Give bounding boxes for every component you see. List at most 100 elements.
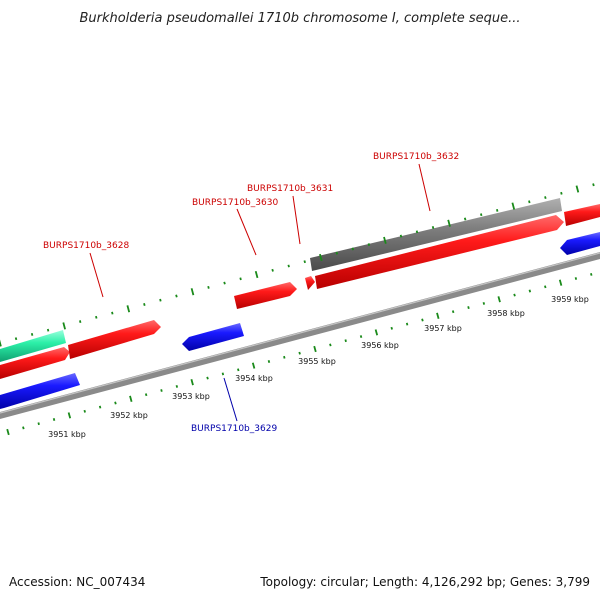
tick-mark bbox=[344, 339, 347, 343]
tick-mark bbox=[144, 393, 148, 397]
gene-labels: BURPS1710b_3628 BURPS1710b_3630 BURPS171… bbox=[43, 152, 459, 434]
tick-mark bbox=[480, 213, 483, 217]
ruler-label: 3954 kbp bbox=[235, 374, 273, 383]
ruler-label: 3953 kbp bbox=[172, 392, 210, 401]
tick-mark bbox=[251, 362, 256, 369]
tick-mark bbox=[496, 208, 499, 212]
tick-mark bbox=[190, 288, 195, 296]
gene-label[interactable]: BURPS1710b_3632 bbox=[373, 152, 459, 162]
tick-mark bbox=[590, 272, 593, 276]
reverse-gene-arrow bbox=[182, 323, 244, 351]
leader-line bbox=[236, 208, 257, 256]
tick-mark bbox=[111, 311, 114, 315]
ruler-label: 3959 kbp bbox=[551, 295, 589, 304]
tick-mark bbox=[544, 196, 547, 200]
forward-gene-arrow bbox=[234, 282, 297, 309]
tick-mark bbox=[463, 217, 467, 221]
forward-gene-arrow bbox=[315, 215, 564, 289]
tick-mark bbox=[560, 191, 563, 195]
tick-mark bbox=[513, 293, 516, 297]
tick-mark bbox=[383, 236, 387, 244]
backbone-highlight bbox=[0, 252, 600, 414]
tick-mark bbox=[14, 337, 18, 341]
tick-mark bbox=[359, 335, 363, 339]
tick-mark bbox=[451, 310, 455, 314]
ruler-label: 3952 kbp bbox=[110, 411, 148, 420]
leader-line bbox=[89, 252, 104, 298]
tick-mark bbox=[98, 405, 102, 409]
tick-mark bbox=[254, 270, 259, 279]
gene-label[interactable]: BURPS1710b_3629 bbox=[191, 424, 277, 434]
tick-mark bbox=[223, 281, 226, 285]
tick-mark bbox=[436, 312, 440, 319]
tick-mark bbox=[528, 200, 531, 204]
tick-mark bbox=[431, 226, 435, 229]
gene-label[interactable]: BURPS1710b_3628 bbox=[43, 241, 129, 251]
tick-mark bbox=[390, 326, 393, 330]
tick-mark bbox=[405, 322, 409, 326]
tick-mark bbox=[0, 339, 2, 347]
tick-mark bbox=[399, 234, 403, 238]
teal-track bbox=[0, 330, 66, 362]
tick-mark bbox=[287, 264, 290, 268]
leader-line bbox=[223, 377, 238, 422]
ruler-labels: 3951 kbp 3952 kbp 3953 kbp 3954 kbp 3955… bbox=[48, 295, 589, 439]
gene-label-leaders bbox=[89, 163, 431, 422]
tick-mark bbox=[335, 251, 339, 255]
outer-tick-row bbox=[0, 183, 595, 347]
tick-mark bbox=[62, 322, 66, 330]
tick-mark bbox=[511, 202, 516, 210]
tick-mark bbox=[190, 379, 194, 386]
tick-mark bbox=[558, 279, 563, 286]
tick-mark bbox=[267, 360, 271, 363]
tick-mark bbox=[283, 355, 286, 359]
ruler-label: 3951 kbp bbox=[48, 430, 86, 439]
tick-mark bbox=[575, 185, 580, 193]
gene-label[interactable]: BURPS1710b_3631 bbox=[247, 184, 333, 194]
tick-mark bbox=[303, 260, 306, 264]
tick-mark bbox=[83, 409, 86, 413]
tick-mark bbox=[239, 277, 242, 281]
tick-mark bbox=[528, 289, 532, 293]
tick-mark bbox=[207, 285, 210, 289]
tick-mark bbox=[329, 343, 332, 347]
tick-mark bbox=[497, 296, 501, 303]
tick-mark bbox=[46, 328, 50, 332]
tick-mark bbox=[237, 368, 240, 372]
genome-summary-text: Topology: circular; Length: 4,126,292 bp… bbox=[259, 575, 590, 589]
tick-mark bbox=[126, 305, 131, 313]
tick-mark bbox=[374, 329, 379, 336]
tick-mark bbox=[319, 253, 323, 262]
tick-mark bbox=[30, 332, 34, 336]
tick-mark bbox=[6, 428, 10, 436]
tick-mark bbox=[313, 345, 317, 353]
leader-line bbox=[418, 163, 431, 212]
tick-mark bbox=[482, 301, 486, 305]
tick-mark bbox=[175, 384, 179, 388]
tick-mark bbox=[298, 351, 301, 355]
gray-track bbox=[310, 198, 562, 271]
ruler-label: 3958 kbp bbox=[487, 309, 525, 318]
tick-mark bbox=[574, 277, 578, 280]
forward-gene-arrow bbox=[564, 204, 600, 226]
tick-mark bbox=[592, 183, 595, 187]
tick-mark bbox=[52, 418, 56, 422]
tick-mark bbox=[447, 219, 451, 227]
tick-mark bbox=[206, 376, 209, 380]
tick-mark bbox=[351, 247, 355, 251]
tick-mark bbox=[175, 294, 178, 298]
tick-mark bbox=[22, 426, 25, 430]
map-title: Burkholderia pseudomallei 1710b chromoso… bbox=[79, 11, 520, 26]
inner-tick-row bbox=[6, 272, 593, 436]
accession-text: Accession: NC_007434 bbox=[9, 575, 145, 589]
reverse-gene-arrow bbox=[0, 373, 80, 409]
reverse-gene-arrow bbox=[560, 232, 600, 255]
tick-mark bbox=[367, 243, 371, 247]
tick-mark bbox=[95, 315, 98, 319]
tick-mark bbox=[544, 285, 547, 289]
tick-mark bbox=[160, 389, 163, 392]
tick-mark bbox=[415, 230, 419, 234]
gene-label[interactable]: BURPS1710b_3630 bbox=[192, 198, 278, 208]
leader-line bbox=[292, 195, 301, 245]
